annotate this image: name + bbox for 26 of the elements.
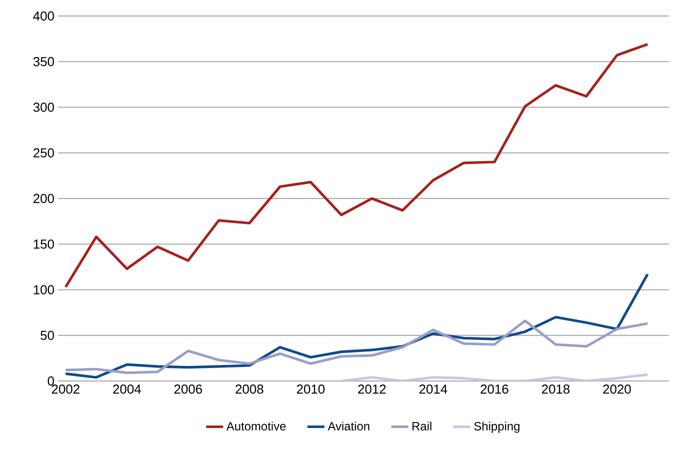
y-tick-label: 150 bbox=[34, 240, 54, 249]
x-tick-label: 2006 bbox=[174, 384, 202, 394]
legend-label: Automotive bbox=[226, 422, 286, 430]
y-tick-label: 300 bbox=[33, 102, 54, 112]
line-series bbox=[64, 319, 649, 374]
y-tick-label: 350 bbox=[33, 57, 54, 66]
y-tick-label: 100 bbox=[34, 285, 54, 294]
legend-label: Shipping bbox=[474, 422, 520, 433]
y-tick-label: 400 bbox=[33, 11, 54, 21]
x-tick-label: 2016 bbox=[480, 384, 508, 394]
y-tick-label: 0 bbox=[48, 376, 54, 386]
line-series bbox=[64, 42, 649, 288]
x-tick-label: 2012 bbox=[358, 384, 386, 394]
line-series bbox=[340, 373, 649, 381]
y-tick-label: 250 bbox=[34, 148, 54, 158]
x-tick-label: 2014 bbox=[419, 384, 448, 394]
x-tick-label: 2020 bbox=[603, 384, 631, 394]
y-tick-label: 200 bbox=[34, 194, 54, 204]
x-tick-label: 2002 bbox=[52, 384, 80, 394]
x-tick-label: 2018 bbox=[542, 384, 570, 394]
y-tick-label: 50 bbox=[40, 330, 54, 340]
x-tick-label: 2010 bbox=[296, 384, 325, 394]
legend-label: Rail bbox=[412, 422, 432, 430]
x-tick-label: 2008 bbox=[236, 384, 264, 394]
legend-label: Aviation bbox=[328, 422, 370, 430]
x-tick-label: 2004 bbox=[113, 384, 141, 394]
